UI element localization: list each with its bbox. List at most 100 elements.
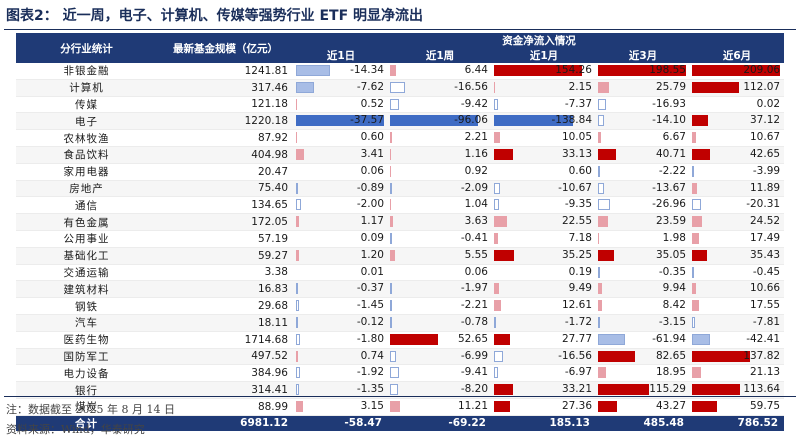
flow-value: 33.13 — [561, 147, 592, 160]
aum-value: 1714.68 — [157, 331, 294, 349]
flow-cell-w1: -0.78 — [388, 314, 492, 332]
flow-cell-m6: 113.64 — [690, 381, 785, 399]
flow-bar — [390, 98, 399, 110]
total-m3: 485.48 — [596, 415, 690, 431]
flow-cell-w1: -8.20 — [388, 381, 492, 399]
aum-value: 57.19 — [157, 230, 294, 248]
flow-cell-m1: 10.05 — [492, 129, 596, 147]
flow-value: -9.35 — [564, 198, 592, 211]
flow-value: -14.10 — [652, 114, 686, 127]
table-row: 医药生物 1714.68 -1.80 52.65 27.77 -61.94 -42.41 — [16, 331, 785, 349]
flow-cell-w1: 5.55 — [388, 247, 492, 265]
flow-cell-d1: -0.12 — [294, 314, 388, 332]
flow-bar — [692, 300, 699, 312]
flow-bar — [598, 98, 606, 110]
flow-bar — [390, 132, 392, 144]
flow-cell-d1: -0.37 — [294, 280, 388, 299]
flow-cell-m6: 59.75 — [690, 398, 785, 416]
aum-value: 134.65 — [157, 196, 294, 215]
flow-cell-d1: -7.62 — [294, 79, 388, 97]
flow-value: -10.67 — [558, 181, 592, 194]
flow-cell-m3: 40.71 — [596, 146, 690, 164]
flow-bar — [296, 350, 298, 362]
flow-bar — [296, 283, 298, 295]
flow-value: 24.52 — [750, 215, 781, 228]
flow-cell-d1: 1.17 — [294, 213, 388, 231]
flow-value: 0.19 — [568, 265, 592, 278]
flow-value: -6.99 — [460, 349, 488, 362]
flow-value: 18.95 — [655, 366, 686, 379]
flow-cell-m1: -10.67 — [492, 180, 596, 198]
flow-bar — [494, 216, 507, 228]
flow-value: 115.29 — [649, 383, 686, 396]
flow-value: 3.63 — [464, 215, 488, 228]
flow-value: -9.41 — [460, 366, 488, 379]
flow-bar — [692, 249, 707, 261]
total-d1: -58.47 — [294, 415, 388, 431]
flow-value: -0.89 — [356, 181, 384, 194]
flow-cell-w1: 1.16 — [388, 146, 492, 164]
flow-value: 209.06 — [743, 64, 781, 76]
flow-value: 17.49 — [750, 231, 781, 244]
industry-name: 国防军工 — [16, 348, 157, 366]
flow-cell-m3: 8.42 — [596, 297, 690, 315]
flow-value: 113.64 — [743, 383, 781, 396]
flow-value: -6.97 — [564, 366, 592, 379]
industry-name: 传媒 — [16, 96, 157, 114]
flow-cell-m6: 35.43 — [690, 247, 785, 265]
flow-bar — [296, 367, 300, 379]
flow-bar — [390, 165, 391, 177]
flow-cell-m6: 137.82 — [690, 348, 785, 366]
flow-value: -13.67 — [652, 181, 686, 194]
aum-value: 16.83 — [157, 280, 294, 299]
flow-bar — [692, 216, 702, 228]
flow-value: -16.56 — [454, 80, 488, 93]
flow-value: -0.35 — [658, 265, 686, 278]
flow-bar — [296, 384, 299, 396]
flow-value: -1.80 — [356, 332, 384, 345]
flow-cell-m1: 154.26 — [492, 63, 596, 80]
flow-value: -14.34 — [350, 64, 384, 76]
flow-value: 59.75 — [750, 399, 781, 412]
flow-value: 7.18 — [568, 231, 592, 244]
aum-value: 404.98 — [157, 146, 294, 164]
flow-value: 40.71 — [655, 147, 686, 160]
flow-value: -3.99 — [752, 164, 781, 177]
flow-value: 35.05 — [655, 248, 686, 261]
flow-bar — [494, 283, 499, 295]
flow-cell-w1: -9.42 — [388, 96, 492, 114]
header-aum: 最新基金规模（亿元） — [157, 33, 294, 63]
flow-value: 21.13 — [750, 366, 781, 379]
flow-bar — [692, 115, 708, 127]
flow-bar — [598, 283, 602, 295]
aum-value: 172.05 — [157, 213, 294, 231]
flow-cell-w1: 3.63 — [388, 213, 492, 231]
header-industry: 分行业统计 — [16, 33, 157, 63]
flow-bar — [494, 350, 503, 362]
table-row: 汽车 18.11 -0.12 -0.78 -1.72 -3.15 -7.81 — [16, 314, 785, 332]
flow-cell-w1: -2.09 — [388, 180, 492, 198]
flow-bar — [390, 333, 438, 345]
flow-cell-m1: 35.25 — [492, 247, 596, 265]
table-row: 煤炭 88.99 3.15 11.21 27.36 43.27 59.75 — [16, 398, 785, 416]
flow-bar — [692, 65, 780, 76]
flow-value: -42.41 — [746, 332, 781, 345]
flow-bar — [494, 333, 510, 345]
flow-value: -16.56 — [558, 349, 592, 362]
flow-cell-m3: 1.98 — [596, 230, 690, 248]
flow-value: 0.60 — [360, 131, 384, 144]
flow-value: -2.00 — [356, 198, 384, 211]
flow-bar — [296, 182, 298, 194]
flow-bar — [598, 65, 686, 76]
aum-value: 3.38 — [157, 264, 294, 282]
flow-value: -1.72 — [564, 315, 592, 328]
flow-value: 6.67 — [662, 131, 686, 144]
flow-cell-d1: 0.74 — [294, 348, 388, 366]
table-row: 钢铁 29.68 -1.45 -2.21 12.61 8.42 17.55 — [16, 297, 785, 315]
flow-value: 43.27 — [655, 399, 686, 412]
flow-bar — [296, 65, 330, 76]
flow-value: 10.67 — [750, 131, 781, 144]
flow-bar — [598, 316, 600, 328]
flow-bar — [494, 182, 500, 194]
flow-bar — [494, 132, 500, 144]
